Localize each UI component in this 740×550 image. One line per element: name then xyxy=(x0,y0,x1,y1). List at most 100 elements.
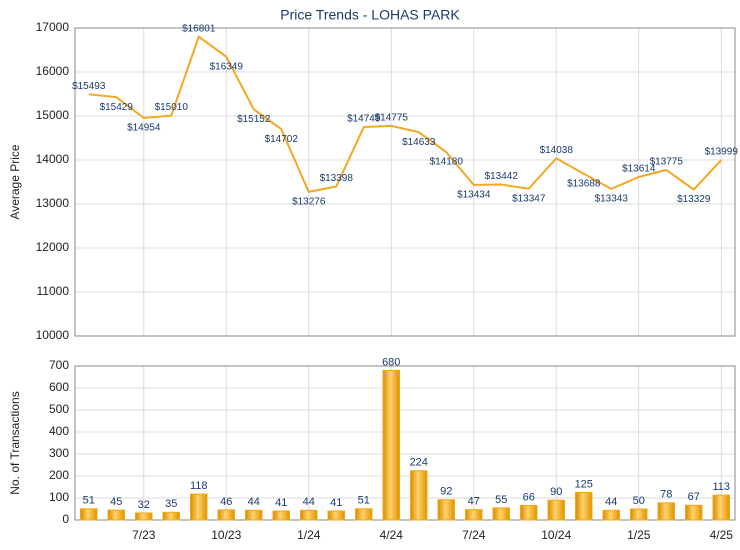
bar xyxy=(547,499,565,521)
x-tick-label: 7/23 xyxy=(132,528,156,542)
data-label: 78 xyxy=(660,489,672,501)
chart-title: Price Trends - LOHAS PARK xyxy=(280,7,460,23)
y-tick-label: 400 xyxy=(49,424,69,438)
bar xyxy=(465,509,483,521)
data-label: $13688 xyxy=(567,178,601,189)
y-tick-label: 700 xyxy=(49,358,69,372)
data-label: $13329 xyxy=(677,194,711,205)
data-label: 680 xyxy=(382,356,400,368)
data-label: $13999 xyxy=(705,147,739,158)
data-label: $13347 xyxy=(512,193,546,204)
data-label: 46 xyxy=(220,496,232,508)
data-label: 45 xyxy=(110,496,122,508)
data-label: $15010 xyxy=(155,102,189,113)
data-label: 92 xyxy=(440,486,452,498)
x-tick-label: 1/25 xyxy=(627,528,651,542)
bar xyxy=(382,369,400,521)
price-line xyxy=(88,35,722,193)
bar xyxy=(245,509,263,521)
bar xyxy=(162,511,180,521)
bar xyxy=(410,470,428,521)
data-label: 44 xyxy=(303,496,315,508)
bar xyxy=(107,509,125,521)
data-label: 224 xyxy=(410,457,428,469)
data-label: $13775 xyxy=(650,157,684,168)
bar xyxy=(272,510,290,521)
data-label: $13276 xyxy=(292,196,326,207)
y-tick-label: 100 xyxy=(49,490,69,504)
data-label: 44 xyxy=(248,496,260,508)
data-label: 51 xyxy=(83,495,95,507)
x-tick-label: 7/24 xyxy=(462,528,486,542)
data-label: 50 xyxy=(633,495,645,507)
data-label: 41 xyxy=(275,497,287,509)
y-tick-label: 11000 xyxy=(37,284,70,298)
y-tick-label: 200 xyxy=(49,468,69,482)
x-tick-label: 1/24 xyxy=(297,528,321,542)
bar xyxy=(190,493,208,521)
x-tick-label: 10/23 xyxy=(211,528,241,542)
bar xyxy=(217,509,235,521)
y-tick-label: 17000 xyxy=(36,20,70,34)
y-tick-label: 600 xyxy=(49,380,69,394)
plot-frame xyxy=(74,27,736,337)
data-label: $14749 xyxy=(347,114,381,125)
data-label: 51 xyxy=(358,495,370,507)
x-tick-label: 4/25 xyxy=(710,528,734,542)
y-tick-label: 300 xyxy=(49,446,69,460)
data-label: $13343 xyxy=(595,194,629,205)
data-label: $13398 xyxy=(320,173,354,184)
data-label: $13442 xyxy=(485,171,519,182)
data-label: $14038 xyxy=(540,145,574,156)
bar xyxy=(327,510,345,521)
y-tick-label: 500 xyxy=(49,402,69,416)
bar xyxy=(355,508,373,521)
bar xyxy=(492,507,510,521)
data-label: 90 xyxy=(550,486,562,498)
y-tick-label: 12000 xyxy=(36,240,70,254)
x-tick-label: 4/24 xyxy=(380,528,404,542)
data-label: 125 xyxy=(575,478,593,490)
bar xyxy=(630,508,648,521)
bar xyxy=(657,502,675,521)
bar xyxy=(80,508,98,521)
data-label: $14954 xyxy=(127,123,161,134)
y-axis-label: Average Price xyxy=(8,144,22,219)
data-label: $14633 xyxy=(402,137,436,148)
bar xyxy=(712,494,730,521)
x-tick-label: 10/24 xyxy=(541,528,571,542)
data-label: 44 xyxy=(605,496,617,508)
plot-frame xyxy=(74,365,736,521)
data-label: 32 xyxy=(138,499,150,511)
data-label: 118 xyxy=(190,480,208,492)
data-label: 55 xyxy=(495,494,507,506)
data-label: $14775 xyxy=(375,113,409,124)
y-tick-label: 16000 xyxy=(36,64,70,78)
data-label: $14180 xyxy=(430,157,464,168)
y-tick-label: 0 xyxy=(62,512,69,526)
bar xyxy=(602,509,620,521)
data-label: 67 xyxy=(688,491,700,503)
y-tick-label: 13000 xyxy=(36,196,70,210)
data-label: 41 xyxy=(330,497,342,509)
data-label: $13434 xyxy=(457,190,491,201)
data-label: 113 xyxy=(712,481,730,493)
data-label: $16349 xyxy=(210,61,244,72)
data-label: $15429 xyxy=(100,102,134,113)
data-label: $15493 xyxy=(72,81,106,92)
bar xyxy=(135,512,153,521)
data-label: 47 xyxy=(468,496,480,508)
data-label: 35 xyxy=(165,498,177,510)
y-tick-label: 14000 xyxy=(36,152,70,166)
bar xyxy=(685,504,703,521)
data-label: $16801 xyxy=(182,23,216,34)
y-tick-label: 10000 xyxy=(36,328,70,342)
data-label: $15152 xyxy=(237,114,271,125)
bar xyxy=(575,492,593,521)
y-tick-label: 15000 xyxy=(36,108,70,122)
bar xyxy=(437,499,455,521)
bar xyxy=(520,504,538,521)
data-label: 66 xyxy=(523,491,535,503)
y-axis-label: No. of Transactions xyxy=(8,391,22,494)
